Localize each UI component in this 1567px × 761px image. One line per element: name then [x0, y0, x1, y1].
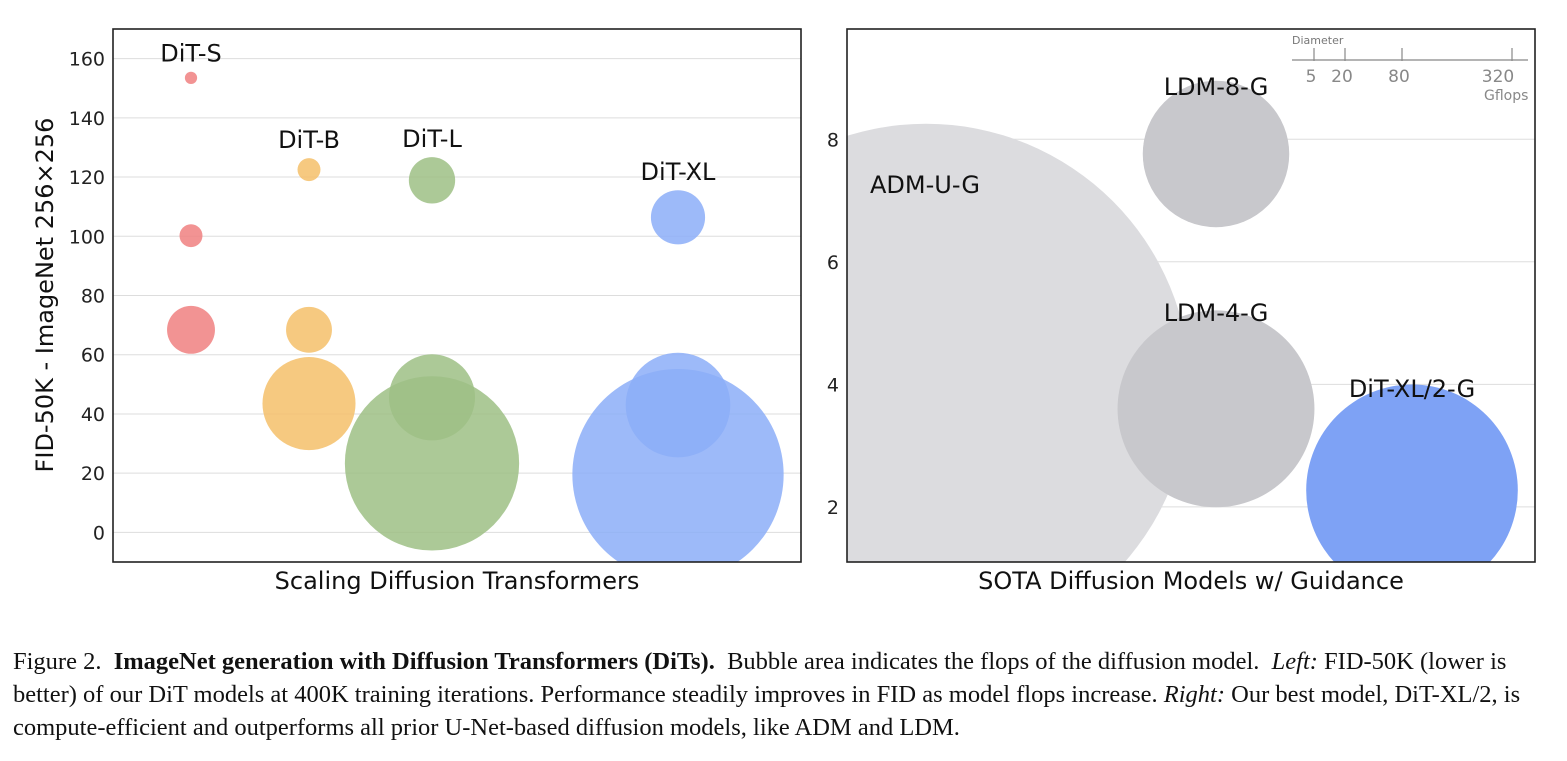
series-label-ldm-8-g: LDM-8-G [1164, 73, 1269, 101]
series-label-dit-l: DiT-L [402, 125, 462, 153]
caption-title: ImageNet generation with Diffusion Trans… [113, 648, 715, 675]
bubble-dit-l-1 [408, 157, 456, 204]
right-y-tick-label: 2 [827, 497, 839, 519]
size-legend-title: Diameter [1292, 34, 1344, 47]
bubble-ldm-8-g [1142, 80, 1290, 228]
bubble-dit-xl-3 [572, 369, 784, 562]
right-chart: 2 4 6 8 ADM-U-G LDM-8-G LDM-4-G DiT-XL/2-G Dia… [827, 28, 1536, 595]
left-y-tick-label: 20 [81, 463, 105, 485]
left-y-tick-label: 60 [81, 345, 105, 367]
right-x-axis-label: SOTA Diffusion Models w/ Guidance [978, 567, 1404, 595]
right-bubbles [847, 80, 1518, 562]
left-bubbles [167, 71, 784, 562]
series-label-dit-b: DiT-B [278, 126, 340, 154]
bubble-dit-b-3 [262, 357, 356, 451]
caption-prefix: Figure 2. [13, 648, 102, 675]
left-y-tick-label: 100 [69, 226, 105, 248]
left-y-tick-label: 120 [69, 167, 105, 189]
series-label-dit-xl-2-g: DiT-XL/2-G [1349, 375, 1475, 403]
series-label-dit-s: DiT-S [160, 40, 222, 68]
left-grid [113, 58, 801, 533]
size-legend-tick-label: 80 [1388, 67, 1410, 87]
right-series-labels: ADM-U-G LDM-8-G LDM-4-G DiT-XL/2-G [870, 73, 1475, 403]
bubble-dit-s-2 [179, 224, 203, 248]
size-legend-tick-label: 320 [1482, 67, 1514, 87]
series-label-ldm-4-g: LDM-4-G [1164, 299, 1269, 327]
bubble-dit-b-2 [286, 306, 332, 353]
left-plot-frame [112, 28, 802, 563]
bubble-adm-u-g [847, 123, 1191, 562]
caption-left-label: Left: [1271, 648, 1318, 675]
size-legend-tick-label: 5 [1306, 67, 1317, 87]
caption-right-label: Right: [1163, 681, 1226, 708]
left-y-tick-label: 160 [69, 49, 105, 71]
series-label-dit-xl: DiT-XL [641, 158, 717, 186]
bubble-dit-b-1 [297, 158, 321, 182]
right-plot-frame [846, 28, 1536, 563]
left-y-axis-label: FID-50K - ImageNet 256×256 [31, 118, 59, 473]
size-legend-unit: Gflops [1484, 88, 1528, 104]
caption-sentence: Bubble area indicates the flops of the d… [727, 648, 1260, 675]
left-y-tick-label: 40 [81, 404, 105, 426]
right-y-tick-label: 6 [827, 252, 839, 274]
left-series-labels: DiT-S DiT-B DiT-L DiT-XL [160, 40, 716, 187]
right-y-tick-label: 4 [827, 374, 839, 396]
caption-right-text: Our best model, DiT-XL/2, is compute-eff… [13, 681, 1521, 741]
series-label-adm-u-g: ADM-U-G [870, 171, 980, 199]
left-y-tick-label: 80 [81, 286, 105, 308]
left-x-axis-label: Scaling Diffusion Transformers [275, 567, 640, 595]
left-y-ticks: 0 20 40 60 80 100 120 140 160 [69, 49, 105, 545]
bubble-dit-xl-1 [650, 190, 706, 245]
left-y-tick-label: 0 [93, 522, 105, 544]
bubble-dit-s-3 [167, 305, 215, 354]
bubble-ldm-4-g [1117, 310, 1315, 508]
figure-caption: Figure 2. ImageNet generation with Diffu… [13, 645, 1558, 744]
bubble-dit-s-1 [184, 71, 198, 84]
right-y-tick-label: 8 [827, 129, 839, 151]
right-y-ticks: 2 4 6 8 [827, 129, 839, 519]
size-legend-tick-label: 20 [1331, 67, 1353, 87]
size-legend: Diameter Gflops 5 20 80 320 [1292, 34, 1528, 104]
bubble-dit-xl-2-g [1306, 384, 1518, 562]
left-y-tick-label: 140 [69, 108, 105, 130]
bubble-dit-l-3 [344, 376, 520, 551]
caption-left-text: FID-50K (lower is better) of our DiT mod… [13, 648, 1507, 708]
